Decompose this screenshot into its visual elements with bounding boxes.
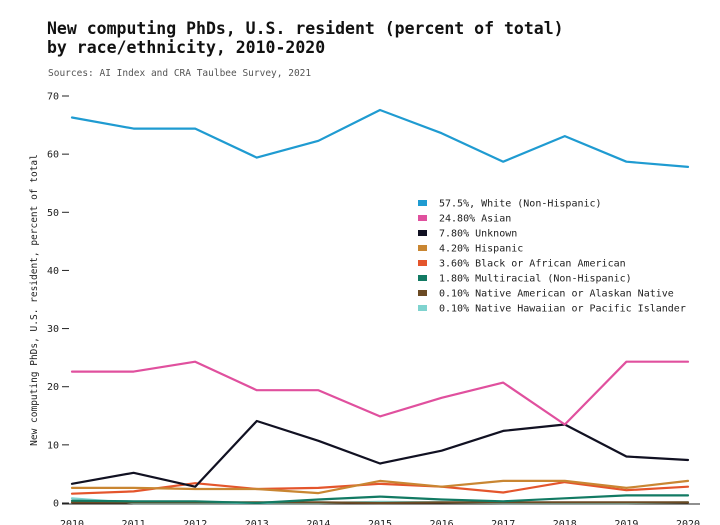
x-tick-label: 2011 <box>122 519 146 525</box>
chart-legend: 57.5%, White (Non-Hispanic) 24.80% Asian 7… <box>418 199 686 315</box>
y-tick-label: 40 <box>47 266 59 277</box>
series-line <box>70 108 690 168</box>
legend-label: 7.80% Unknown <box>439 229 517 240</box>
series-line <box>70 481 690 495</box>
chart-title: New computing PhDs, U.S. resident (perce… <box>47 19 564 57</box>
legend-label: 0.10% Native Hawaiian or Pacific Islande… <box>439 304 686 315</box>
series-line <box>70 479 690 495</box>
y-tick-label: 70 <box>47 92 59 103</box>
y-tick-label: 30 <box>47 324 59 335</box>
x-tick-label: 2020 <box>676 519 700 525</box>
legend-label: 4.20% Hispanic <box>439 244 523 255</box>
y-axis-title: New computing PhDs, U.S. resident, perce… <box>29 154 40 446</box>
y-tick-label: 20 <box>47 382 59 393</box>
legend-label: 1.80% Multiracial (Non-Hispanic) <box>439 274 632 285</box>
y-tick-label: 0 <box>53 499 59 510</box>
x-tick-label: 2019 <box>614 519 638 525</box>
x-tick-label: 2017 <box>491 519 515 525</box>
legend-swatch <box>418 275 427 281</box>
plot-area <box>70 108 690 505</box>
y-tick-label: 60 <box>47 150 59 161</box>
chart-title-line-1: New computing PhDs, U.S. resident (perce… <box>47 19 564 38</box>
legend-swatch <box>418 290 427 296</box>
series-line <box>70 501 690 505</box>
legend-label: 57.5%, White (Non-Hispanic) <box>439 199 602 210</box>
series-line <box>70 360 690 426</box>
x-tick-label: 2015 <box>368 519 392 525</box>
x-tick-label: 2010 <box>60 519 84 525</box>
x-tick-label: 2018 <box>553 519 577 525</box>
x-tick-label: 2012 <box>183 519 207 525</box>
legend-swatch <box>418 230 427 236</box>
legend-swatch <box>418 215 427 221</box>
series-line <box>70 419 690 488</box>
legend-swatch <box>418 245 427 251</box>
y-tick-label: 10 <box>47 440 59 451</box>
legend-label: 0.10% Native American or Alaskan Native <box>439 289 674 300</box>
chart-title-line-2: by race/ethnicity, 2010-2020 <box>47 38 326 57</box>
x-tick-label: 2016 <box>430 519 454 525</box>
legend-swatch <box>418 260 427 266</box>
legend-swatch <box>418 200 427 206</box>
legend-swatch <box>418 305 427 311</box>
chart-source: Sources: AI Index and CRA Taulbee Survey… <box>48 68 312 79</box>
series-line <box>70 494 690 505</box>
y-tick-label: 50 <box>47 208 59 219</box>
x-tick-label: 2014 <box>306 519 330 525</box>
legend-label: 3.60% Black or African American <box>439 259 626 270</box>
x-tick-label: 2013 <box>245 519 269 525</box>
legend-label: 24.80% Asian <box>439 214 511 225</box>
